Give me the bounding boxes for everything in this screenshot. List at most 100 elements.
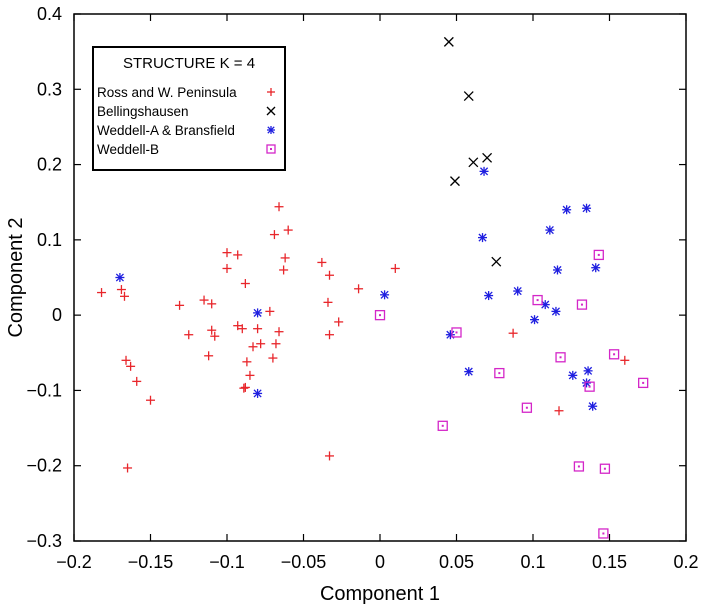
data-point-plus (132, 376, 142, 386)
legend-entry-label: Weddell-B (97, 142, 159, 157)
legend: STRUCTURE K = 4 Ross and W. Peninsula Bel… (92, 46, 286, 171)
y-tick-label: 0.3 (37, 79, 62, 99)
data-point-plus (390, 263, 400, 273)
data-point-cross (468, 157, 479, 168)
legend-entry-label: Bellingshausen (97, 104, 189, 119)
data-point-square (437, 420, 448, 431)
data-point-cross (491, 256, 502, 267)
data-point-plus (97, 288, 107, 298)
x-tick-label: −0.15 (128, 552, 174, 572)
data-point-star (545, 225, 555, 235)
data-point-plus (279, 265, 289, 275)
data-point-plus (207, 299, 217, 309)
x-tick-label: 0.15 (592, 552, 627, 572)
data-point-plus (248, 342, 258, 352)
data-point-plus (508, 328, 518, 338)
data-point-plus (239, 383, 249, 393)
data-point-plus (271, 339, 281, 349)
data-point-cross (463, 91, 474, 102)
data-point-plus (256, 339, 266, 349)
y-tick-label: 0.1 (37, 230, 62, 250)
data-point-plus (325, 270, 335, 280)
data-point-plus (274, 202, 284, 212)
legend-box (92, 46, 286, 171)
data-point-star (552, 265, 562, 275)
data-point-star (253, 388, 263, 398)
data-point-square (555, 352, 566, 363)
data-point-star (582, 203, 592, 213)
data-point-star (464, 367, 474, 377)
x-axis-label: Component 1 (320, 583, 440, 605)
data-point-star (253, 308, 263, 318)
legend-entry-label: Weddell-A & Bransfield (97, 123, 235, 138)
data-point-plus (325, 451, 335, 461)
data-point-star (445, 330, 455, 340)
data-point-star (562, 205, 572, 215)
legend-marker-plus (267, 88, 275, 96)
data-point-star (513, 286, 523, 296)
data-point-square (599, 463, 611, 474)
data-point-square (494, 367, 505, 379)
data-point-star (583, 366, 593, 376)
data-point-plus (119, 291, 129, 301)
data-point-square (584, 381, 595, 392)
legend-marker-cross (266, 106, 276, 116)
data-point-square (576, 299, 588, 310)
data-point-plus (283, 225, 293, 235)
data-point-cross (443, 36, 454, 47)
data-point-plus (240, 279, 250, 289)
data-point-plus (317, 257, 327, 267)
data-point-plus (269, 230, 279, 240)
y-tick-label: −0.3 (26, 531, 62, 551)
x-tick-label: 0.1 (520, 552, 545, 572)
x-tick-label: −0.2 (56, 552, 92, 572)
data-point-square (593, 249, 604, 261)
data-point-star (588, 401, 598, 411)
data-point-plus (222, 248, 232, 258)
legend-marker-star (267, 126, 275, 134)
data-point-plus (233, 250, 243, 260)
data-point-plus (323, 297, 333, 307)
x-tick-label: −0.1 (209, 552, 245, 572)
data-point-plus (175, 300, 185, 310)
data-point-square (573, 461, 585, 472)
data-point-square (638, 377, 649, 389)
data-point-star (551, 306, 561, 316)
data-point-plus (121, 355, 131, 365)
legend-entry-label: Ross and W. Peninsula (97, 85, 237, 100)
data-point-star (591, 263, 601, 273)
data-point-plus (253, 324, 263, 334)
data-point-plus (554, 406, 564, 416)
data-point-square (608, 349, 620, 360)
axes: −0.2 −0.15 −0.1 −0.05 0 0.05 0.1 0.15 0.2−0.3−0.… (26, 4, 698, 572)
data-point-plus (184, 330, 194, 340)
x-tick-label: −0.05 (281, 552, 327, 572)
data-point-square (451, 327, 462, 338)
data-point-plus (325, 330, 335, 340)
x-tick-label: 0 (375, 552, 385, 572)
y-tick-label: −0.1 (26, 380, 62, 400)
data-point-plus (354, 284, 364, 294)
data-point-plus (204, 351, 214, 361)
y-tick-label: −0.2 (26, 456, 62, 476)
data-point-plus (265, 306, 275, 316)
data-point-plus (123, 463, 133, 473)
data-point-plus (268, 353, 278, 363)
data-points (97, 36, 649, 539)
legend-marker-square (266, 144, 276, 154)
data-point-plus (240, 382, 250, 392)
data-point-plus (207, 325, 217, 335)
data-point-square (532, 294, 543, 306)
data-point-star (484, 291, 494, 301)
data-point-plus (242, 357, 252, 367)
data-point-plus (210, 331, 220, 341)
y-tick-label: 0 (52, 305, 62, 325)
y-tick-label: 0.2 (37, 155, 62, 175)
data-point-star (478, 233, 488, 243)
data-point-star (380, 290, 390, 300)
legend-title: STRUCTURE K = 4 (123, 55, 255, 72)
data-point-plus (222, 263, 232, 273)
data-point-plus (620, 355, 630, 365)
data-point-square (521, 402, 533, 413)
